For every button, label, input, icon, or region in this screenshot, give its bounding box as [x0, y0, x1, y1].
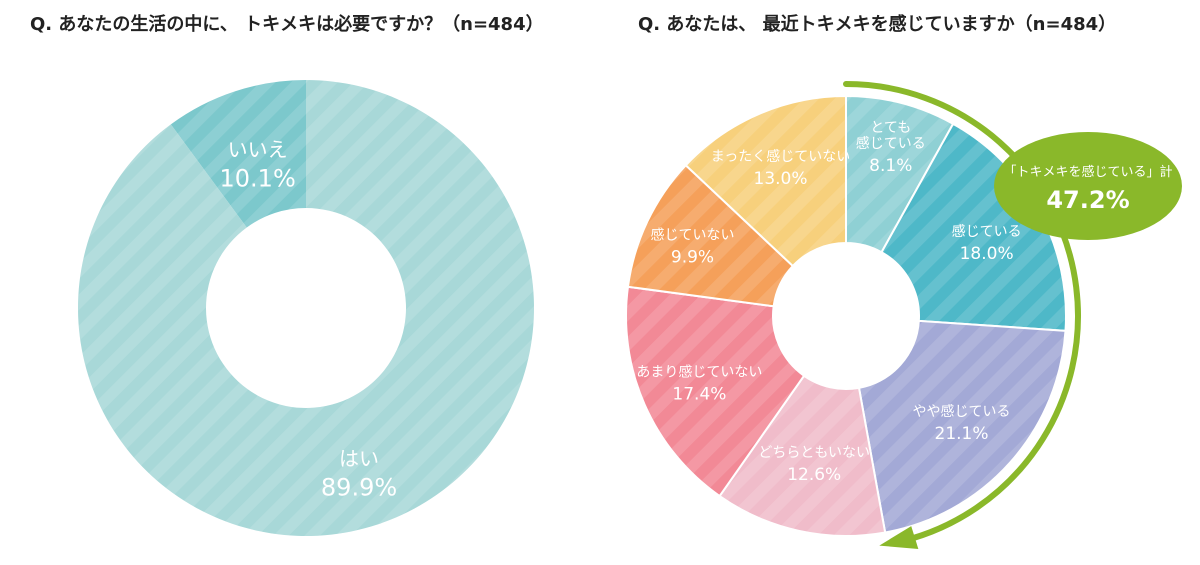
slice-category-label: 感じていない: [650, 226, 734, 243]
slice-value-label: 12.6%: [787, 465, 841, 485]
slice-category-label: いいえ: [228, 138, 288, 162]
annotation-arrowhead: [879, 526, 919, 550]
annotation-bubble: [994, 132, 1182, 240]
slice-value-label: 9.9%: [671, 247, 714, 267]
annotation-value: 47.2%: [1046, 186, 1129, 214]
chart-title-right: Q. あなたは、 最近トキメキを感じていますか（n=484）: [638, 14, 1117, 35]
slice-category-label: やや感じている: [913, 403, 1011, 420]
slice-texture: [881, 123, 1066, 331]
slice-value-label: 13.0%: [754, 169, 808, 189]
slice-category-label: 感じている: [856, 135, 926, 152]
slice-texture: [626, 286, 805, 497]
donut-chart-right: とても感じている8.1%感じている18.0%やや感じている21.1%どちらともい…: [625, 94, 1067, 537]
slice-category-label: はい: [339, 447, 379, 471]
slice-value-label: 21.1%: [935, 424, 989, 444]
slice-category-label: まったく感じていない: [711, 148, 850, 165]
slice-texture: [170, 80, 306, 228]
slice-texture: [685, 96, 846, 266]
slice-category-label: 感じている: [952, 223, 1022, 240]
annotation-arc: [843, 81, 1081, 544]
slice-value-label: 18.0%: [960, 244, 1014, 264]
slice-category-label: とても: [870, 120, 911, 136]
donut-chart-left: いいえ 10.1% はい 89.9%: [77, 80, 535, 536]
slice-category-label: あまり感じていない: [636, 364, 762, 381]
annotation-group: 「トキメキを感じている」計 47.2%: [843, 81, 1182, 550]
slice-texture: [846, 96, 954, 253]
slice-value-label: 17.4%: [672, 385, 726, 405]
chart-title-left: Q. あなたの生活の中に、 トキメキは必要ですか？（n=484）: [30, 14, 544, 35]
slice-value-label: 10.1%: [220, 165, 296, 193]
slice-texture: [627, 165, 793, 307]
slice-texture: [77, 80, 535, 536]
slice-value-label: 89.9%: [321, 474, 397, 502]
slice-value-label: 8.1%: [869, 156, 912, 176]
slice-category-label: どちらともいない: [758, 445, 870, 461]
slice-texture: [719, 375, 886, 536]
annotation-label: 「トキメキを感じている」計: [1003, 164, 1172, 180]
slice-texture: [858, 320, 1066, 533]
